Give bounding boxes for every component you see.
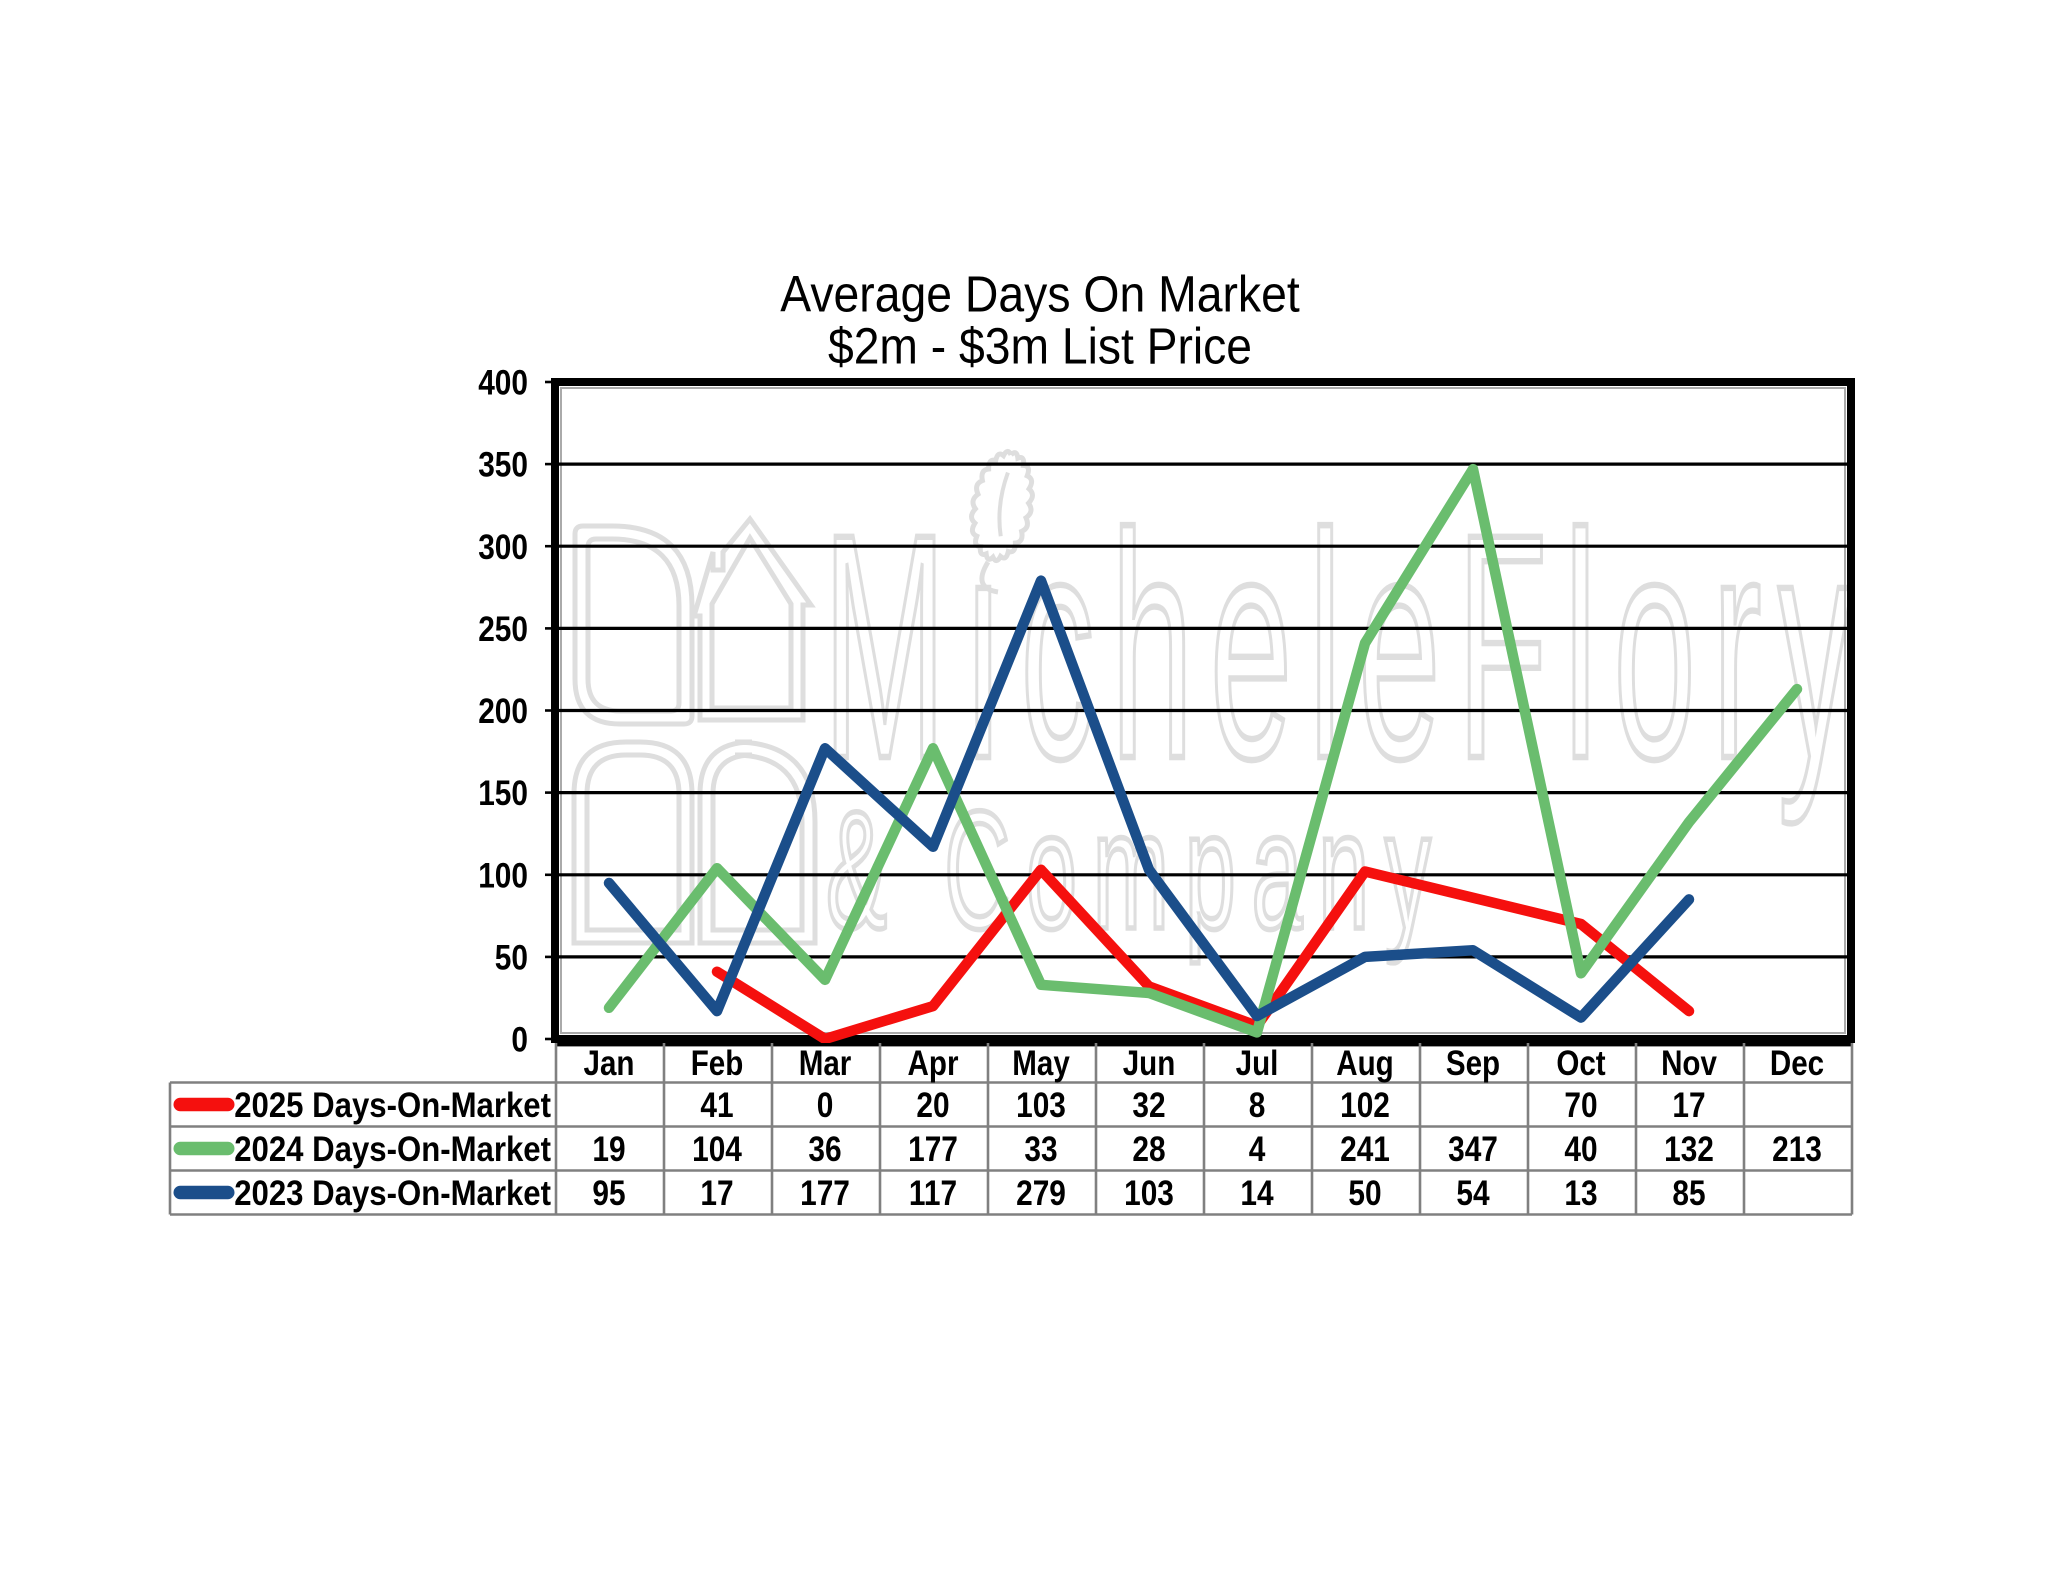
svg-text:17: 17	[700, 1174, 733, 1213]
svg-text:40: 40	[1564, 1130, 1597, 1169]
svg-text:17: 17	[1672, 1086, 1705, 1125]
svg-text:19: 19	[592, 1130, 625, 1169]
svg-text:33: 33	[1024, 1130, 1057, 1169]
svg-text:Sep: Sep	[1446, 1044, 1500, 1083]
svg-text:MıcheleFlory: MıcheleFlory	[823, 467, 1869, 825]
svg-text:400: 400	[478, 363, 528, 402]
svg-text:250: 250	[478, 610, 528, 649]
svg-text:8: 8	[1249, 1086, 1266, 1125]
svg-text:103: 103	[1124, 1174, 1174, 1213]
svg-text:50: 50	[1348, 1174, 1381, 1213]
svg-text:Dec: Dec	[1770, 1044, 1824, 1083]
svg-text:213: 213	[1772, 1130, 1822, 1169]
svg-text:117: 117	[909, 1174, 957, 1213]
svg-text:350: 350	[478, 445, 528, 484]
svg-text:102: 102	[1340, 1086, 1390, 1125]
svg-text:2023 Days-On-Market: 2023 Days-On-Market	[234, 1174, 551, 1213]
svg-text:200: 200	[478, 692, 528, 731]
svg-text:54: 54	[1456, 1174, 1489, 1213]
svg-text:May: May	[1012, 1044, 1070, 1083]
svg-text:2025 Days-On-Market: 2025 Days-On-Market	[234, 1086, 551, 1125]
svg-text:70: 70	[1564, 1086, 1597, 1125]
svg-text:Nov: Nov	[1661, 1044, 1717, 1083]
svg-text:Jun: Jun	[1123, 1044, 1176, 1083]
svg-text:0: 0	[817, 1086, 834, 1125]
svg-text:20: 20	[916, 1086, 949, 1125]
svg-text:177: 177	[800, 1174, 850, 1213]
svg-text:104: 104	[692, 1130, 742, 1169]
svg-text:85: 85	[1672, 1174, 1705, 1213]
svg-text:150: 150	[478, 774, 528, 813]
svg-text:28: 28	[1132, 1130, 1165, 1169]
svg-text:4: 4	[1249, 1130, 1266, 1169]
svg-text:241: 241	[1340, 1130, 1390, 1169]
svg-text:Jan: Jan	[584, 1044, 635, 1083]
svg-text:95: 95	[592, 1174, 625, 1213]
svg-text:Jul: Jul	[1236, 1044, 1279, 1083]
svg-text:36: 36	[808, 1130, 841, 1169]
svg-text:0: 0	[511, 1020, 528, 1059]
svg-text:132: 132	[1664, 1130, 1714, 1169]
svg-text:Mar: Mar	[799, 1044, 852, 1083]
svg-text:177: 177	[908, 1130, 958, 1169]
svg-text:100: 100	[478, 856, 528, 895]
svg-text:Aug: Aug	[1336, 1044, 1393, 1083]
svg-text:32: 32	[1132, 1086, 1165, 1125]
svg-text:50: 50	[495, 938, 528, 977]
svg-text:103: 103	[1016, 1086, 1066, 1125]
svg-text:Oct: Oct	[1556, 1044, 1605, 1083]
svg-text:$2m - $3m List Price: $2m - $3m List Price	[828, 318, 1252, 375]
svg-text:Average Days On Market: Average Days On Market	[780, 267, 1300, 324]
svg-text:13: 13	[1564, 1174, 1597, 1213]
svg-text:300: 300	[478, 528, 528, 567]
svg-text:347: 347	[1448, 1130, 1498, 1169]
svg-text:Feb: Feb	[691, 1044, 744, 1083]
svg-text:& Company: & Company	[826, 777, 1447, 965]
svg-text:41: 41	[700, 1086, 733, 1125]
svg-text:2024 Days-On-Market: 2024 Days-On-Market	[234, 1130, 551, 1169]
svg-text:Apr: Apr	[908, 1044, 959, 1083]
svg-text:14: 14	[1240, 1174, 1273, 1213]
svg-text:279: 279	[1016, 1174, 1066, 1213]
